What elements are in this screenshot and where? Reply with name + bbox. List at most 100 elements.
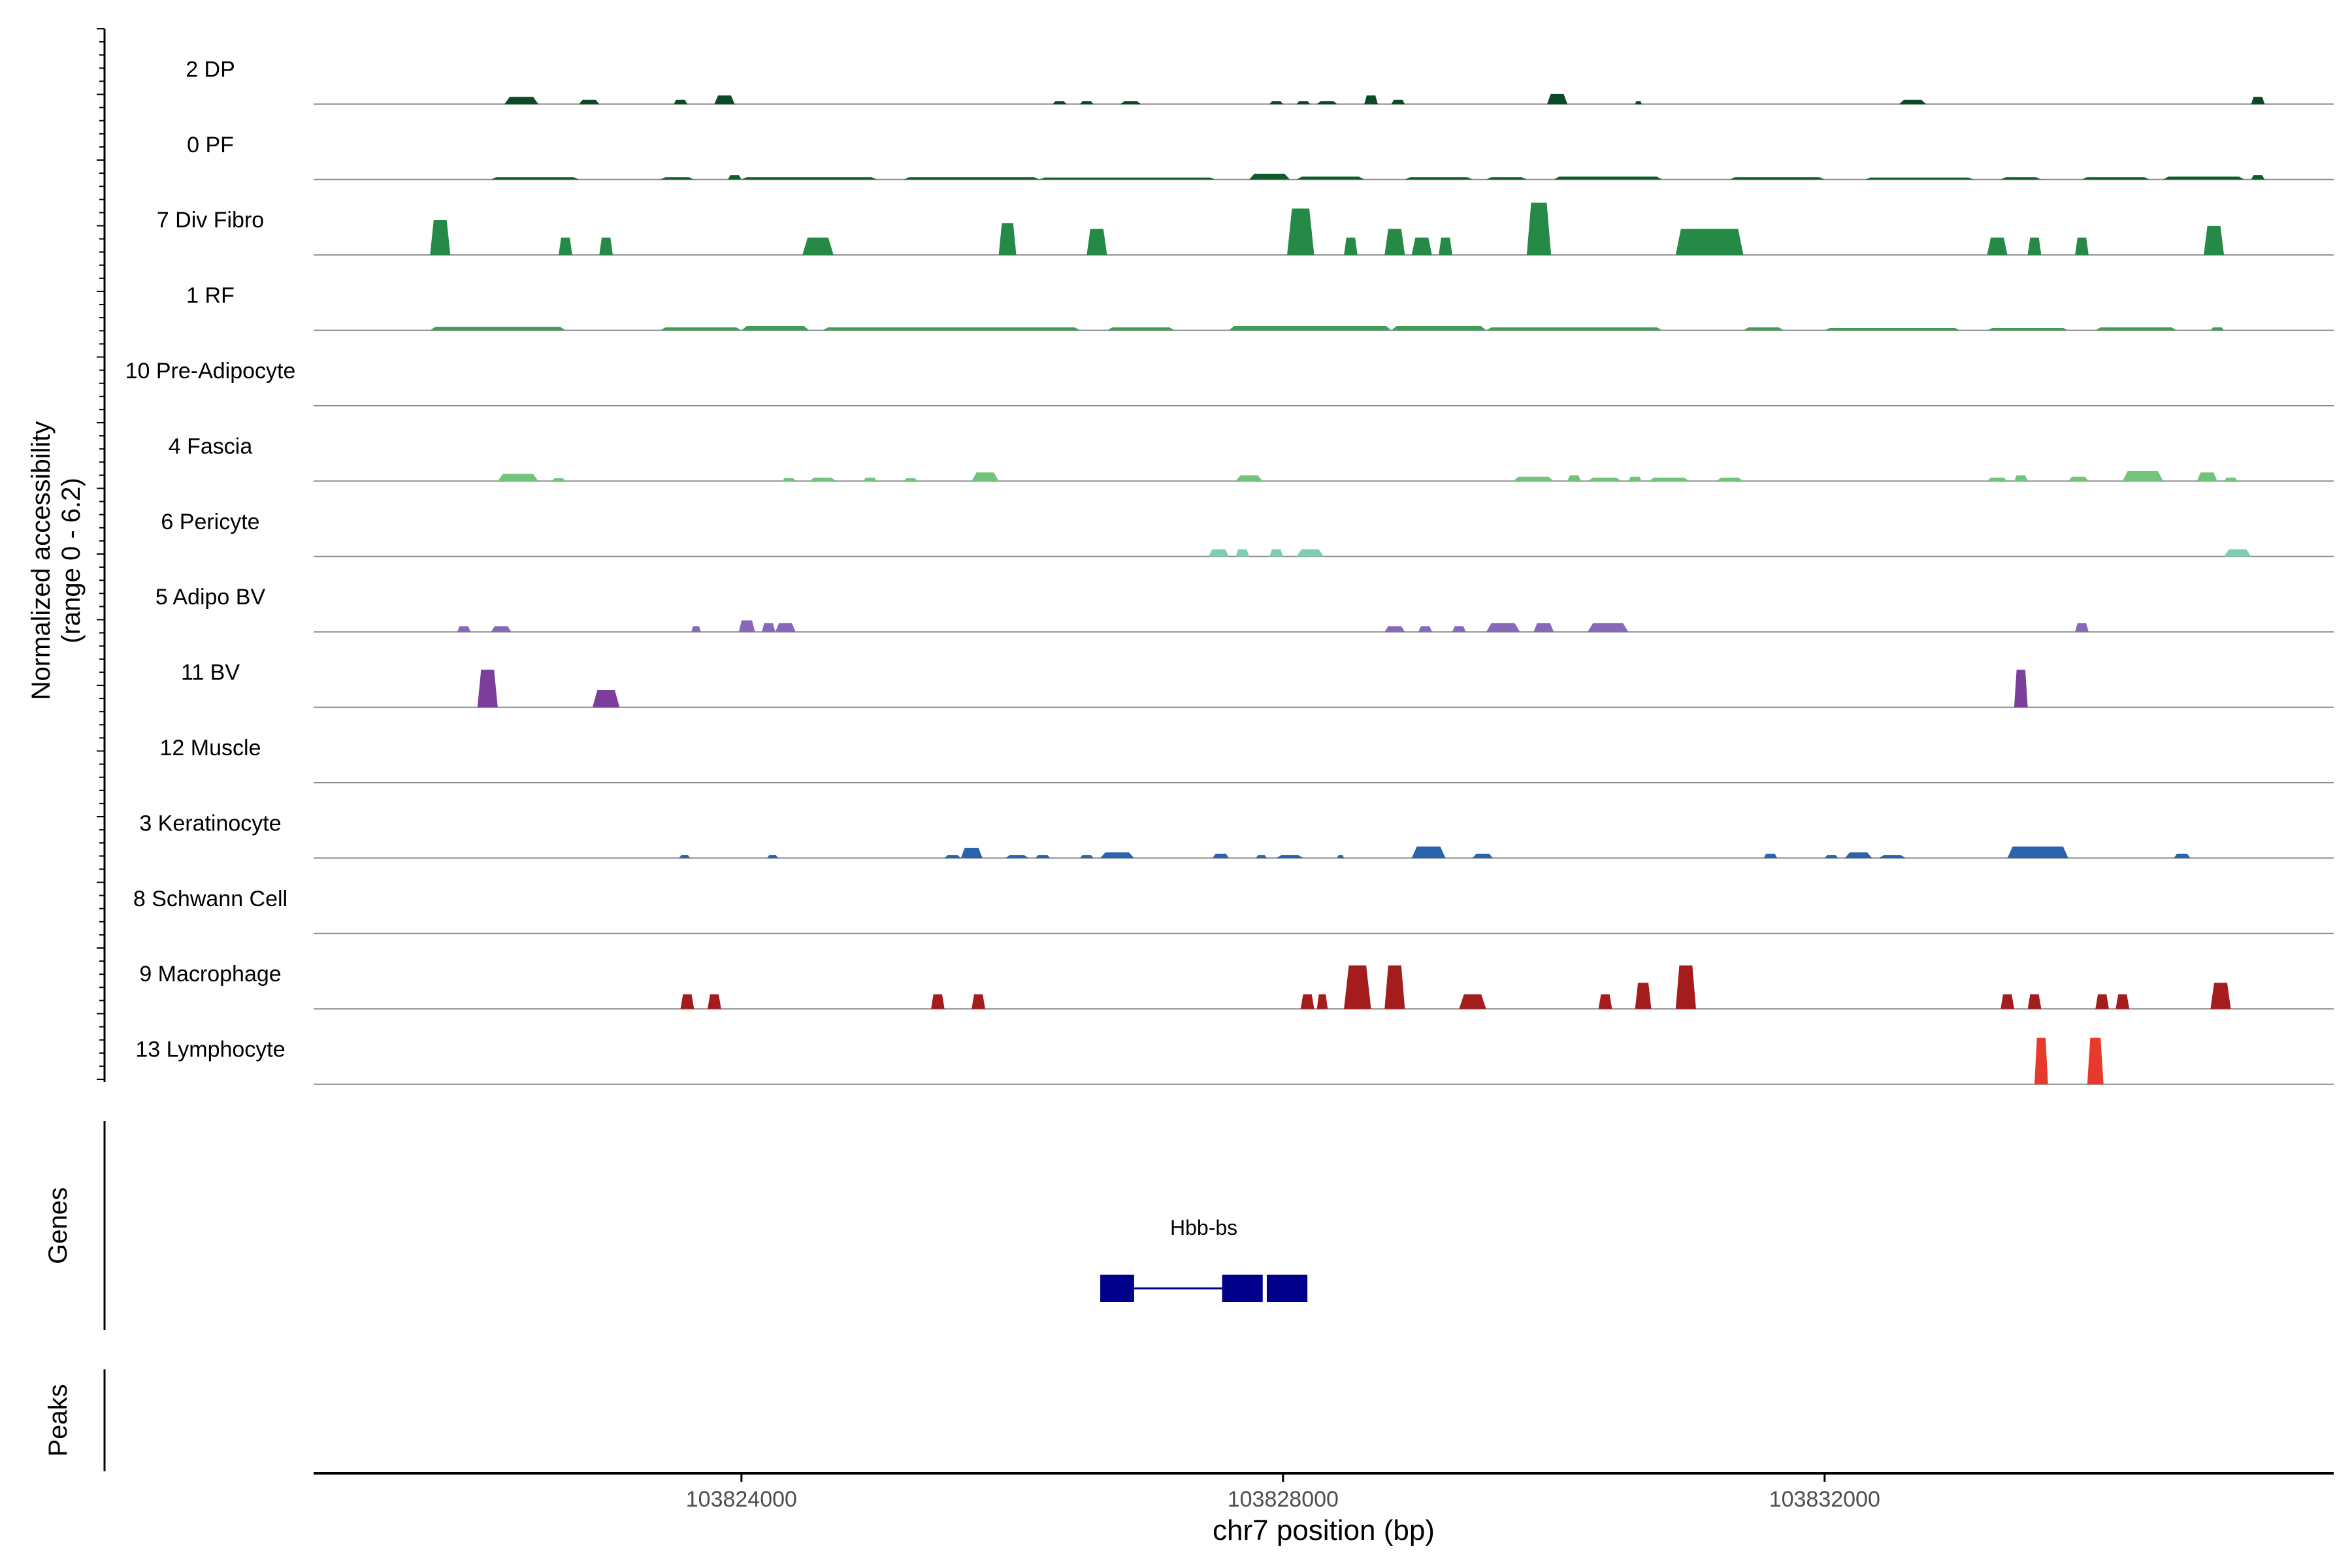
accessibility-peak <box>1763 853 1778 858</box>
track-label: 13 Lymphocyte <box>135 1037 285 1062</box>
accessibility-peak <box>491 626 512 632</box>
accessibility-peak <box>504 97 539 105</box>
accessibility-peak <box>497 474 539 482</box>
track-6-pericyte: 6 Pericyte <box>161 510 2334 557</box>
accessibility-peak <box>2095 327 2177 331</box>
accessibility-peak <box>430 327 566 331</box>
accessibility-peak <box>1635 983 1652 1009</box>
accessibility-peak <box>430 220 451 255</box>
accessibility-peak <box>1039 177 1216 180</box>
track-0-pf: 0 PF <box>187 133 2334 180</box>
accessibility-tracks: 2 DP 0 PF 7 Div Fibro 1 RF 10 Pre-Adipocyte 4… <box>125 57 2334 1085</box>
accessibility-peak <box>1588 478 1622 482</box>
accessibility-peak <box>1256 855 1267 858</box>
track-label: 6 Pericyte <box>161 510 259 534</box>
track-label: 1 RF <box>186 284 235 308</box>
track-1-rf: 1 RF <box>186 284 2334 331</box>
accessibility-peak <box>782 478 796 482</box>
accessibility-peak <box>960 847 983 858</box>
accessibility-peak <box>2224 478 2238 482</box>
accessibility-peak <box>1053 101 1067 105</box>
accessibility-peak <box>1384 229 1405 255</box>
accessibility-peak <box>1269 549 1283 557</box>
accessibility-peak <box>2197 472 2217 482</box>
gene-exon <box>1222 1275 1263 1302</box>
accessibility-peak <box>1235 475 1263 482</box>
y-axis-title-line2: (range 0 - 6.2) <box>57 478 86 643</box>
track-label: 12 Muscle <box>160 736 261 760</box>
accessibility-peak <box>972 994 985 1009</box>
accessibility-peak <box>1439 237 1452 255</box>
accessibility-peak <box>2163 176 2245 180</box>
track-label: 7 Div Fibro <box>157 208 264 233</box>
gene-track: Hbb-bs <box>1100 1216 1308 1302</box>
accessibility-peak <box>1824 855 1838 858</box>
accessibility-peak <box>1344 965 1371 1009</box>
accessibility-peak <box>1213 853 1229 858</box>
accessibility-peak <box>1086 229 1107 255</box>
accessibility-peak <box>802 237 834 255</box>
x-axis-ticks: 103824000 103828000 103832000 <box>686 1473 1880 1512</box>
accessibility-peak <box>1567 475 1581 482</box>
accessibility-peak <box>741 177 877 180</box>
accessibility-peak <box>1878 855 1906 858</box>
accessibility-peak <box>1648 478 1690 482</box>
accessibility-peak <box>1486 623 1520 632</box>
accessibility-peak <box>2075 237 2089 255</box>
accessibility-peak <box>1472 853 1494 858</box>
accessibility-peak <box>599 237 613 255</box>
accessibility-peak <box>559 237 572 255</box>
accessibility-peak <box>2174 853 2191 858</box>
accessibility-peak <box>2210 327 2225 331</box>
track-label: 8 Schwann Cell <box>133 887 287 911</box>
accessibility-peak <box>1316 994 1328 1009</box>
track-4-fascia: 4 Fascia <box>169 434 2334 482</box>
accessibility-peak <box>592 689 620 708</box>
accessibility-peak <box>1411 846 1446 858</box>
gene-label: Hbb-bs <box>1170 1216 1237 1239</box>
accessibility-peak <box>2068 476 2089 482</box>
accessibility-peak <box>1107 327 1175 331</box>
accessibility-peak <box>1384 965 1405 1009</box>
accessibility-peak <box>2001 177 2042 180</box>
accessibility-peak <box>1005 855 1029 858</box>
accessibility-peak <box>1079 855 1094 858</box>
accessibility-peak <box>477 669 498 708</box>
accessibility-peak <box>1405 177 1473 180</box>
accessibility-peak <box>1276 855 1303 858</box>
track-label: 9 Macrophage <box>139 962 281 987</box>
accessibility-peak <box>1287 208 1315 255</box>
accessibility-peak <box>1364 95 1378 105</box>
x-tick-label: 103828000 <box>1228 1487 1339 1512</box>
accessibility-peak <box>1249 173 1290 180</box>
accessibility-peak <box>1899 99 1927 105</box>
track-2-dp: 2 DP <box>186 57 2334 105</box>
genes-track-label: Genes <box>44 1187 73 1264</box>
accessibility-peak <box>1296 176 1365 180</box>
accessibility-peak <box>1344 237 1358 255</box>
accessibility-peak <box>457 626 471 632</box>
accessibility-peak <box>714 95 735 105</box>
accessibility-peak <box>741 325 809 331</box>
accessibility-peak <box>491 177 580 180</box>
accessibility-peak <box>1824 328 1961 331</box>
accessibility-peak <box>1675 965 1696 1009</box>
accessibility-peak <box>1588 623 1629 632</box>
accessibility-peak <box>823 327 1080 331</box>
track-11-bv: 11 BV <box>181 661 2334 708</box>
accessibility-peak <box>1635 101 1642 105</box>
accessibility-peak <box>728 175 742 180</box>
accessibility-peak <box>1987 237 2008 255</box>
accessibility-peak <box>2007 846 2068 858</box>
accessibility-peak <box>809 478 836 482</box>
track-label: 10 Pre-Adipocyte <box>125 359 296 384</box>
accessibility-peak <box>2014 475 2028 482</box>
accessibility-peak <box>1987 478 2008 482</box>
x-tick-label: 103824000 <box>686 1487 797 1512</box>
accessibility-peak <box>1269 101 1283 105</box>
peaks-track-label: Peaks <box>44 1384 73 1456</box>
track-label: 5 Adipo BV <box>155 585 266 610</box>
track-3-keratinocyte: 3 Keratinocyte <box>139 811 2334 859</box>
accessibility-peak <box>2251 97 2265 105</box>
accessibility-peak <box>904 177 1039 180</box>
